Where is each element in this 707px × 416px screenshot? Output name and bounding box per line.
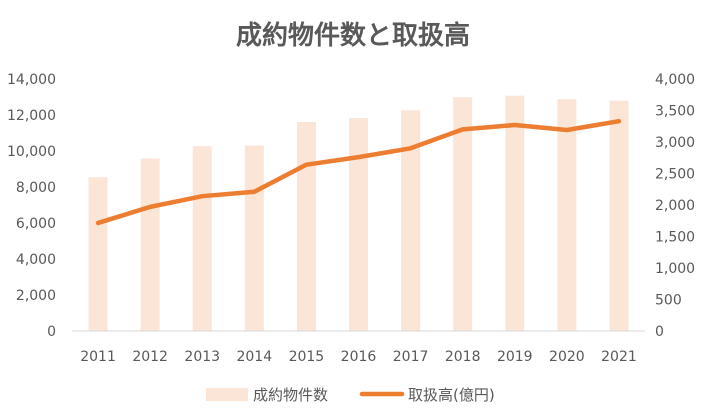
bar-2020: [557, 99, 577, 331]
ticks-layer: 0 2,000 4,000 6,000 8,000 10,000 12,000 14,000 0…: [7, 72, 695, 365]
y-left-tick-label: 0: [47, 324, 56, 340]
x-tick-label: 2021: [601, 349, 637, 365]
legend-label-line: 取扱高(億円): [408, 386, 495, 404]
bar-2011: [88, 177, 108, 331]
x-tick-label: 2011: [80, 349, 116, 365]
x-tick-label: 2013: [184, 349, 220, 365]
y-left-tick-label: 10,000: [7, 144, 56, 160]
x-tick-label: 2019: [497, 349, 533, 365]
y-left-tick-label: 12,000: [7, 108, 56, 124]
bar-2013: [192, 146, 212, 331]
y-right-tick-label: 4,000: [655, 72, 695, 88]
y-left-tick-label: 2,000: [16, 288, 56, 304]
x-tick-label: 2017: [393, 349, 429, 365]
legend-swatch-bar: [206, 388, 248, 401]
x-tick-label: 2014: [236, 349, 272, 365]
bar-2019: [505, 95, 525, 332]
x-tick-label: 2020: [549, 349, 585, 365]
chart-title: 成約物件数と取扱高: [236, 20, 470, 51]
bar-2021: [609, 100, 629, 331]
y-left-tick-label: 4,000: [16, 252, 56, 268]
x-tick-label: 2016: [341, 349, 377, 365]
y-right-tick-label: 0: [655, 324, 664, 340]
y-right-tick-label: 3,000: [655, 135, 695, 151]
y-right-tick-label: 3,500: [655, 104, 695, 120]
y-right-tick-label: 2,500: [655, 167, 695, 183]
y-left-tick-label: 6,000: [16, 216, 56, 232]
y-right-tick-label: 1,500: [655, 230, 695, 246]
bar-2018: [453, 97, 473, 332]
bar-2015: [296, 122, 316, 332]
bar-2014: [244, 145, 264, 331]
bar-2017: [401, 110, 421, 331]
y-right-tick-label: 500: [655, 293, 682, 309]
bars-layer: [88, 95, 629, 332]
bar-2012: [140, 158, 160, 331]
y-left-tick-label: 8,000: [16, 180, 56, 196]
x-tick-label: 2015: [289, 349, 325, 365]
y-right-tick-label: 2,000: [655, 198, 695, 214]
line-layer: [95, 118, 622, 226]
y-left-tick-label: 14,000: [7, 72, 56, 88]
x-tick-label: 2012: [132, 349, 168, 365]
legend-label-bar: 成約物件数: [253, 386, 328, 404]
x-tick-label: 2018: [445, 349, 481, 365]
legend: 成約物件数 取扱高(億円): [206, 386, 495, 404]
y-right-tick-label: 1,000: [655, 261, 695, 277]
bar-2016: [349, 118, 368, 331]
